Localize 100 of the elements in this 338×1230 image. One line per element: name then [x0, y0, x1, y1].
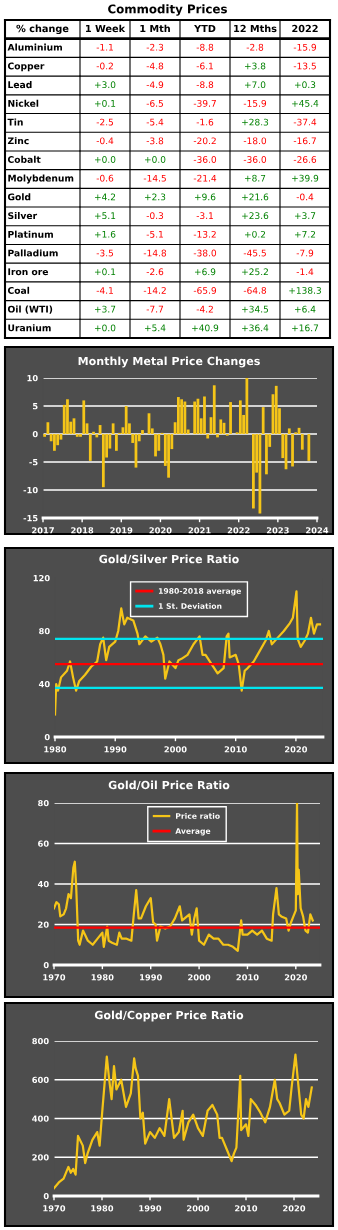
- chart-title: Gold/Copper Price Ratio: [94, 1010, 244, 1022]
- text: +0.0: [95, 324, 116, 332]
- category-label: Molybdenum: [8, 174, 74, 184]
- bar: [261, 407, 265, 434]
- text: -1.4: [296, 268, 314, 276]
- text: +3.7: [295, 212, 316, 220]
- text: -0.4: [296, 193, 314, 201]
- text: -21.4: [193, 174, 217, 182]
- chart-title: Gold/Oil Price Ratio: [108, 780, 230, 791]
- text: -6.1: [196, 62, 213, 70]
- bar: [141, 430, 144, 434]
- y-tick-label: 20: [38, 921, 49, 928]
- text: -0.6: [96, 174, 114, 182]
- bar: [111, 423, 115, 434]
- x-tick-label: 1970: [43, 1205, 66, 1212]
- bar: [203, 396, 206, 434]
- text: -7.9: [296, 249, 314, 257]
- bar: [66, 399, 69, 434]
- x-tick-label: 2019: [110, 527, 133, 534]
- chart-title: Gold/Silver Price Ratio: [99, 554, 239, 565]
- x-tick-label: 2020: [283, 1205, 306, 1212]
- text: -18.0: [243, 137, 267, 145]
- x-tick-label: 1980: [91, 1205, 114, 1212]
- text: -36.0: [243, 156, 267, 163]
- bar: [291, 434, 294, 467]
- bar: [88, 434, 92, 461]
- category-label: Platinum: [8, 230, 53, 238]
- x-tick-label: 1980: [91, 974, 114, 981]
- bar: [229, 402, 232, 434]
- y-tick-label: 400: [32, 1115, 49, 1122]
- text: +21.6: [242, 193, 269, 201]
- category-label: Gold: [7, 193, 31, 201]
- text: +3.7: [95, 305, 116, 313]
- y-tick-label: 60: [38, 840, 49, 847]
- category-label: 1 Mth: [140, 24, 170, 33]
- y-tick-label: 800: [32, 1037, 49, 1045]
- x-tick-label: 2018: [71, 527, 94, 534]
- text: -2.5: [96, 118, 114, 126]
- text: -5.4: [146, 118, 164, 126]
- text: +23.6: [242, 212, 269, 220]
- text: -0.2: [96, 62, 113, 70]
- bar: [101, 434, 105, 488]
- text: -39.7: [193, 99, 216, 107]
- x-tick-label: 2010: [224, 746, 247, 753]
- y-tick-label: 80: [38, 799, 49, 807]
- bar: [206, 434, 210, 439]
- text: -36.0: [193, 156, 217, 163]
- x-tick-label: 2022: [227, 527, 250, 534]
- text: -4.9: [146, 81, 164, 89]
- text: -15.9: [243, 99, 267, 107]
- y-tick-label: 600: [32, 1076, 49, 1084]
- text: +5.1: [95, 212, 116, 220]
- y-tick-label: -5: [29, 459, 38, 466]
- bar: [300, 434, 304, 450]
- bar: [265, 434, 268, 475]
- category-label: Copper: [7, 62, 45, 72]
- y-tick-label: -15: [23, 515, 38, 522]
- text: +0.1: [95, 99, 116, 107]
- text: % change: [16, 24, 69, 35]
- bar: [115, 434, 118, 451]
- y-tick-label: 120: [33, 574, 50, 582]
- text: -65.9: [193, 287, 217, 294]
- bar: [95, 434, 99, 438]
- text: +28.3: [242, 118, 269, 126]
- text: +39.9: [292, 174, 319, 182]
- line-series: [54, 803, 314, 952]
- bar: [43, 434, 47, 437]
- x-tick-label: 2023: [266, 527, 289, 534]
- text: -14.8: [143, 249, 167, 257]
- y-tick-label: 200: [32, 1154, 49, 1161]
- x-tick-label: 2000: [187, 1205, 210, 1212]
- text: -4.8: [146, 62, 164, 70]
- x-tick-label: 2000: [188, 974, 211, 981]
- text: -26.6: [293, 156, 317, 163]
- y-tick-label: 0: [43, 961, 49, 969]
- x-tick-label: 2017: [32, 527, 54, 534]
- category-label: Silver: [8, 211, 38, 220]
- text: -1.6: [196, 118, 214, 126]
- text: -3.1: [196, 212, 213, 220]
- bar: [287, 428, 291, 434]
- bar: [252, 434, 255, 509]
- text: +34.5: [242, 305, 269, 313]
- bar: [216, 434, 219, 438]
- bar: [176, 397, 180, 434]
- text: -4.2: [196, 305, 213, 313]
- bar: [245, 378, 249, 434]
- x-tick-label: 2020: [284, 974, 308, 981]
- text: +4.2: [95, 193, 116, 201]
- text: -8.8: [196, 43, 214, 51]
- y-tick-label: 40: [37, 880, 49, 888]
- text: +40.9: [192, 324, 219, 332]
- bar: [75, 434, 79, 437]
- text: +1.6: [95, 230, 116, 238]
- category-label: Oil (WTI): [7, 305, 53, 314]
- text: +8.7: [245, 174, 266, 182]
- bar: [307, 434, 311, 461]
- x-tick-label: 1980: [44, 746, 67, 753]
- text: +0.0: [145, 156, 166, 163]
- text: +45.4: [292, 100, 319, 107]
- bar: [124, 406, 128, 434]
